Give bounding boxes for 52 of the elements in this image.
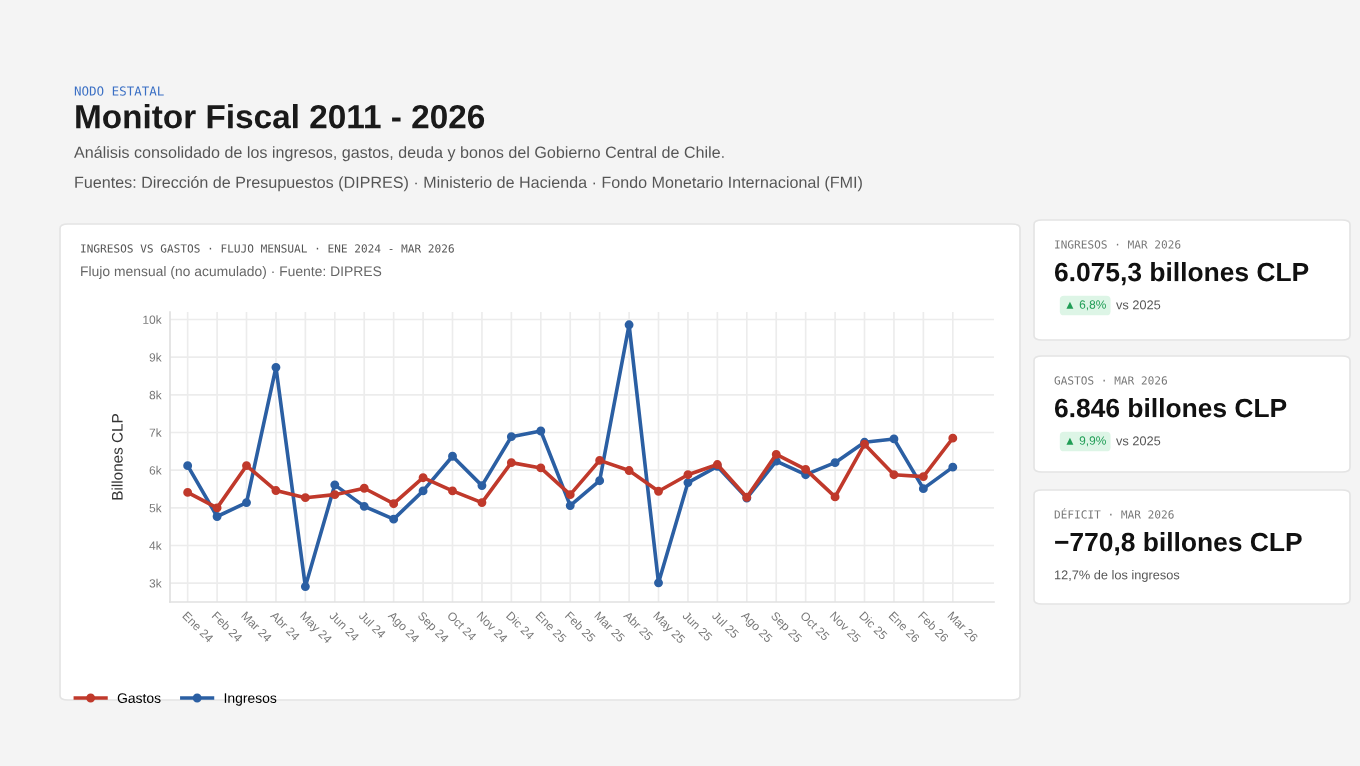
point: [771, 449, 781, 459]
source-note: Fuentes: Dirección de Presupuestos (DIPRES) · Ministerio de Hacienda · Fondo Monetario Internacional (FMI): [75, 176, 862, 192]
point: [242, 461, 251, 471]
point: [889, 434, 899, 444]
point: [830, 492, 840, 502]
point: [654, 578, 663, 588]
text: 6.846 billones CLP: [1054, 398, 1287, 418]
point: [242, 498, 251, 508]
point: [948, 462, 958, 472]
point: [389, 499, 399, 509]
point: [212, 503, 222, 513]
point: [359, 501, 369, 511]
point: [801, 464, 811, 474]
point: [565, 490, 575, 500]
point: [683, 470, 693, 480]
point: [271, 486, 281, 495]
point: [300, 582, 310, 591]
point: [330, 480, 340, 490]
point: [565, 501, 575, 511]
point: [477, 481, 487, 491]
point: [918, 484, 928, 494]
point: [212, 512, 222, 521]
point: [418, 486, 428, 496]
point: [271, 362, 281, 372]
point: [595, 455, 605, 465]
point: [830, 458, 840, 468]
point: [506, 432, 516, 442]
text: Monitor Fiscal 2011 - 2026: [76, 104, 485, 129]
point: [477, 498, 487, 508]
point: [448, 486, 457, 496]
point: [448, 451, 457, 461]
point: [654, 486, 663, 496]
point: [418, 473, 428, 483]
point: [536, 426, 546, 436]
point: [624, 320, 634, 330]
point: [183, 487, 193, 497]
point: [683, 478, 693, 488]
point: [624, 466, 634, 475]
point: [536, 463, 546, 473]
point: [918, 472, 928, 482]
point: [389, 514, 399, 524]
point: [183, 461, 193, 471]
text: −770,8 billones CLP: [1055, 532, 1302, 556]
point: [506, 458, 516, 468]
point: [359, 483, 369, 493]
text: Análisis consolidado de los ingresos, gastos, deuda y bonos del Gobierno Central de Chile.: [74, 146, 724, 162]
point: [889, 470, 899, 480]
text: 6.075,3 billones CLP: [1054, 262, 1309, 286]
point: [300, 493, 310, 503]
point: [595, 476, 605, 486]
point: [330, 490, 340, 500]
point: [948, 433, 958, 443]
